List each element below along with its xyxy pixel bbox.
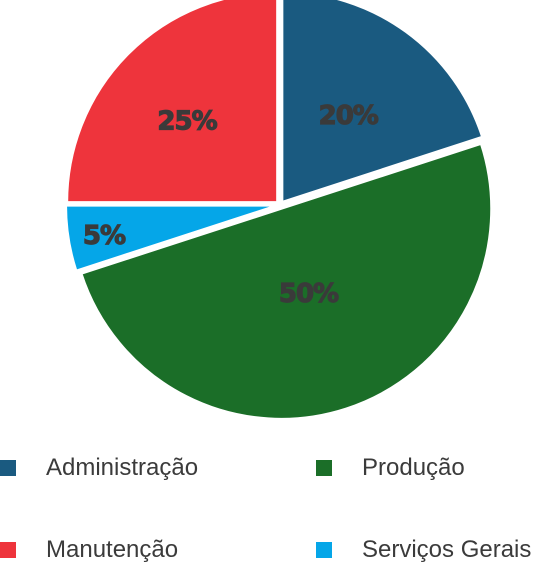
legend-item-manutencao: Manutenção bbox=[0, 536, 178, 564]
pie-slice-producao bbox=[80, 142, 493, 420]
legend-swatch-manutencao bbox=[0, 542, 16, 558]
data-label-producao: 50% bbox=[279, 279, 339, 309]
legend-label-producao: Produção bbox=[362, 454, 465, 481]
legend-swatch-administracao bbox=[0, 460, 16, 476]
chart-legend: Administração Produção Manutenção Serviç… bbox=[0, 440, 555, 563]
data-label-servicos-gerais: 5% bbox=[83, 221, 126, 251]
pie-slice-manutencao bbox=[66, 0, 279, 204]
pie-slice-servicos-gerais bbox=[65, 204, 277, 272]
legend-label-administracao: Administração bbox=[46, 454, 199, 481]
legend-label-manutencao: Manutenção bbox=[46, 536, 179, 563]
pie-slice-administracao bbox=[281, 0, 484, 204]
legend-swatch-producao bbox=[316, 460, 332, 476]
pie-plot-area: 20% 50% 5% 25% bbox=[65, 0, 493, 420]
legend-label-servicos-gerais: Serviços Gerais bbox=[362, 536, 532, 563]
data-label-manutencao: 25% bbox=[157, 107, 217, 137]
legend-item-servicos-gerais: Serviços Gerais bbox=[316, 536, 531, 564]
legend-swatch-servicos-gerais bbox=[316, 542, 332, 558]
data-label-administracao: 20% bbox=[319, 101, 379, 131]
legend-item-producao: Produção bbox=[316, 454, 465, 482]
legend-item-administracao: Administração bbox=[0, 454, 198, 482]
